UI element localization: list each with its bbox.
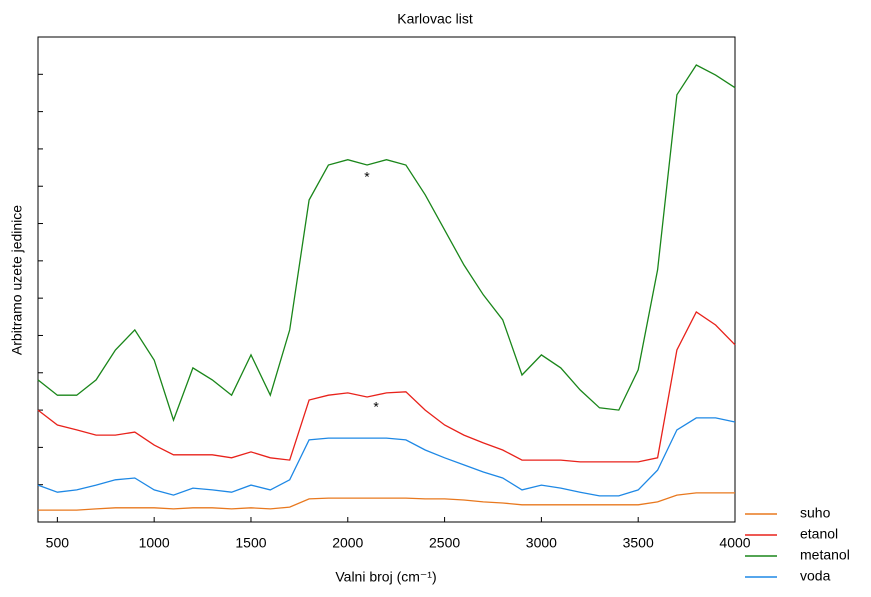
chart-title: Karlovac list [397, 11, 473, 27]
plot-frame [37, 36, 736, 523]
series-line [37, 64, 736, 423]
x-tick-label: 2000 [332, 535, 363, 551]
series-line [38, 492, 735, 511]
x-tick-label: 1000 [139, 535, 170, 551]
y-axis-label: Arbitramo uzete jedinice [9, 205, 25, 355]
series-line [37, 311, 736, 463]
legend-label: metanol [800, 547, 850, 563]
x-tick-label: 1500 [235, 535, 266, 551]
annotation: * [364, 169, 370, 185]
x-tick-label: 500 [46, 535, 70, 551]
series-line [37, 417, 736, 497]
x-tick-label: 2500 [429, 535, 460, 551]
x-tick-label: 3000 [526, 535, 557, 551]
x-tick-label: 4000 [719, 535, 750, 551]
annotation: * [373, 399, 379, 415]
legend-label: etanol [800, 526, 838, 542]
legend-label: suho [800, 505, 831, 521]
x-tick-label: 3500 [623, 535, 654, 551]
legend-label: voda [800, 568, 831, 584]
x-axis-label: Valni broj (cm⁻¹) [335, 569, 436, 585]
